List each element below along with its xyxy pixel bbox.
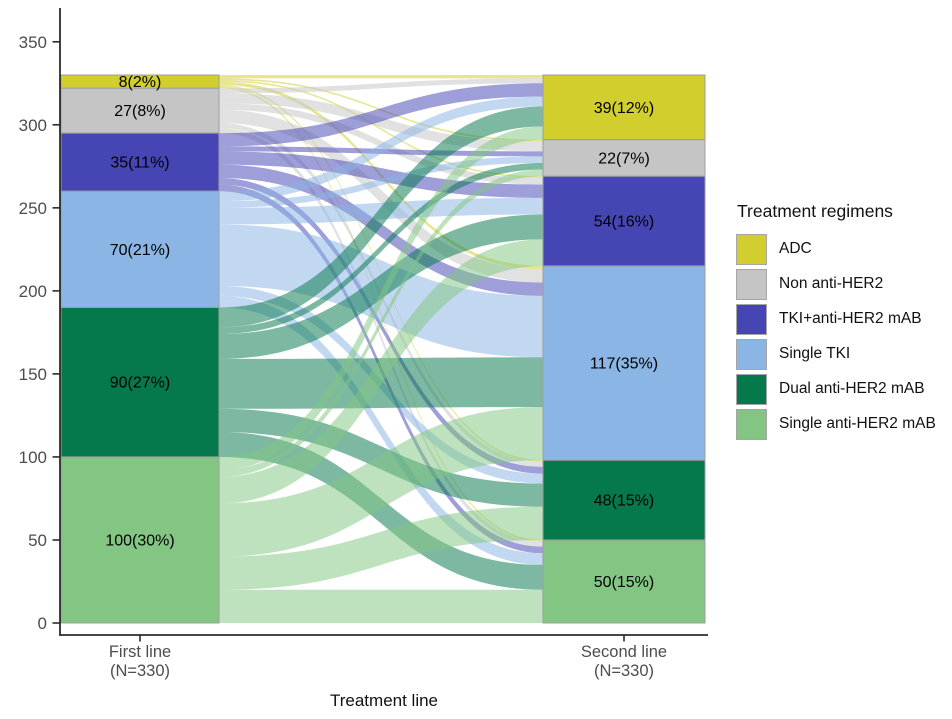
legend-item-dual-anti-her2-mab: Dual anti-HER2 mAB — [736, 373, 936, 405]
flow-Single anti-HER2 mAB-to-Single TKI — [219, 407, 543, 557]
stratum-second-Single anti-HER2 mAB — [542, 539, 706, 624]
stratum-label-second-TKI+anti-HER2 mAB: 54(16%) — [594, 214, 654, 231]
flow-ADC-to-ADC — [219, 75, 543, 79]
flow-Dual anti-HER2 mAB-to-TKI+anti-HER2 mAB — [219, 214, 543, 359]
x-category-second-line-sub: (N=330) — [593, 662, 655, 680]
legend-item-single-anti-her2-mab: Single anti-HER2 mAB — [736, 408, 936, 440]
flow-Single anti-HER2 mAB-to-Non anti-HER2 — [219, 169, 543, 477]
x-category-second-line-label: Second line — [580, 643, 668, 661]
y-tick-label: 300 — [19, 116, 47, 135]
y-tick-label: 50 — [28, 531, 47, 550]
flow-TKI+anti-HER2 mAB-to-Single TKI — [219, 164, 543, 296]
flow-Single anti-HER2 mAB-to-TKI+anti-HER2 mAB — [219, 239, 543, 504]
stratum-label-first-Single anti-HER2 mAB: 100(30%) — [105, 532, 174, 549]
axes: 0 50 100 150 200 250 300 350 — [19, 8, 708, 642]
stratum-label-second-Non anti-HER2: 22(7%) — [598, 151, 650, 168]
flow-Dual anti-HER2 mAB-to-Non anti-HER2 — [219, 163, 543, 335]
flow-Single anti-HER2 mAB-to-Dual anti-HER2 mAB — [219, 506, 543, 590]
flow-Single TKI-to-Single anti-HER2 mAB — [219, 295, 543, 565]
legend-swatch-non-anti-her2 — [736, 268, 767, 300]
y-tick-label: 0 — [38, 614, 47, 633]
y-tick-label: 100 — [19, 448, 47, 467]
flow-Single TKI-to-Non anti-HER2 — [219, 156, 543, 208]
stratum-second-Dual anti-HER2 mAB — [542, 459, 706, 541]
legend-swatch-single-anti-her2-mab — [736, 408, 767, 440]
stratum-second-Non anti-HER2 — [542, 139, 706, 177]
stratum-first-Single anti-HER2 mAB — [60, 456, 220, 624]
legend-label-tki-anti-her2-mab: TKI+anti-HER2 mAB — [779, 310, 922, 327]
flow-Non anti-HER2-to-Single TKI — [219, 109, 543, 283]
stratum-label-first-Dual anti-HER2 mAB: 90(27%) — [110, 375, 170, 392]
stratum-second-ADC — [542, 74, 706, 141]
legend-label-adc: ADC — [779, 240, 812, 257]
legend-label-dual-anti-her2-mab: Dual anti-HER2 mAB — [779, 380, 925, 397]
stratum-label-first-ADC: 8(2%) — [119, 74, 162, 91]
legend-label-single-anti-her2-mab: Single anti-HER2 mAB — [779, 415, 936, 432]
flow-Single anti-HER2 mAB-to-Single anti-HER2 mAB — [219, 589, 543, 623]
stratum-first-TKI+anti-HER2 mAB — [60, 132, 220, 192]
stratum-second-Single TKI — [542, 265, 706, 461]
legend-item-adc: ADC — [736, 233, 936, 265]
legend-label-single-tki: Single TKI — [779, 345, 851, 362]
y-tick-label: 150 — [19, 365, 47, 384]
flow-ADC-to-TKI+anti-HER2 mAB — [219, 79, 543, 178]
legend-title: Treatment regimens — [737, 201, 893, 221]
stratum-labels: 8(2%) 27(8%) 35(11%) 70(21%) 90(27%) 100(30%)… — [105, 74, 658, 591]
stratum-label-first-TKI+anti-HER2 mAB: 35(11%) — [110, 155, 169, 172]
flow-Non anti-HER2-to-Single anti-HER2 mAB — [219, 128, 543, 547]
flow-Single TKI-to-ADC — [219, 96, 543, 202]
legend-swatch-adc — [736, 233, 767, 265]
flow-Dual anti-HER2 mAB-to-ADC — [219, 106, 543, 328]
flow-Single anti-HER2 mAB-to-ADC — [219, 126, 543, 471]
legend-label-non-anti-her2: Non anti-HER2 — [779, 275, 884, 292]
stratum-label-second-Single TKI: 117(35%) — [590, 356, 658, 373]
stratum-second-TKI+anti-HER2 mAB — [542, 175, 706, 267]
x-category-first-line: First line (N=330) — [60, 643, 220, 681]
strata-bars — [60, 74, 706, 624]
legend-swatch-tki-anti-her2-mab — [736, 303, 767, 335]
flow-ribbons — [219, 75, 543, 623]
stratum-first-Single TKI — [60, 190, 220, 308]
y-tick-label: 250 — [19, 199, 47, 218]
stratum-label-first-Non anti-HER2: 27(8%) — [114, 103, 166, 120]
flow-TKI+anti-HER2 mAB-to-ADC — [219, 83, 543, 147]
stratum-label-second-Dual anti-HER2 mAB: 48(15%) — [594, 493, 654, 510]
legend-swatch-dual-anti-her2-mab — [736, 373, 767, 405]
flow-Dual anti-HER2 mAB-to-Single anti-HER2 mAB — [219, 432, 543, 590]
legend-item-tki-anti-her2-mab: TKI+anti-HER2 mAB — [736, 303, 936, 335]
x-category-first-line-label: First line — [108, 643, 172, 661]
stratum-label-second-ADC: 39(12%) — [594, 100, 654, 117]
legend-item-single-tki: Single TKI — [736, 338, 936, 370]
legend-swatch-single-tki — [736, 338, 767, 370]
flow-Non anti-HER2-to-ADC — [219, 78, 543, 94]
legend-item-non-anti-her2: Non anti-HER2 — [736, 268, 936, 300]
stratum-label-first-Single TKI: 70(21%) — [110, 242, 170, 259]
y-tick-label: 350 — [19, 33, 47, 52]
x-category-first-line-sub: (N=330) — [109, 662, 171, 680]
x-axis-title: Treatment line — [329, 691, 439, 710]
legend: Treatment regimens ADC Non anti-HER2 TKI… — [736, 201, 936, 443]
y-tick-label: 200 — [19, 282, 47, 301]
x-category-second-line: Second line (N=330) — [544, 643, 704, 681]
stratum-first-Dual anti-HER2 mAB — [60, 306, 220, 458]
stratum-label-second-Single anti-HER2 mAB: 50(15%) — [594, 574, 654, 591]
